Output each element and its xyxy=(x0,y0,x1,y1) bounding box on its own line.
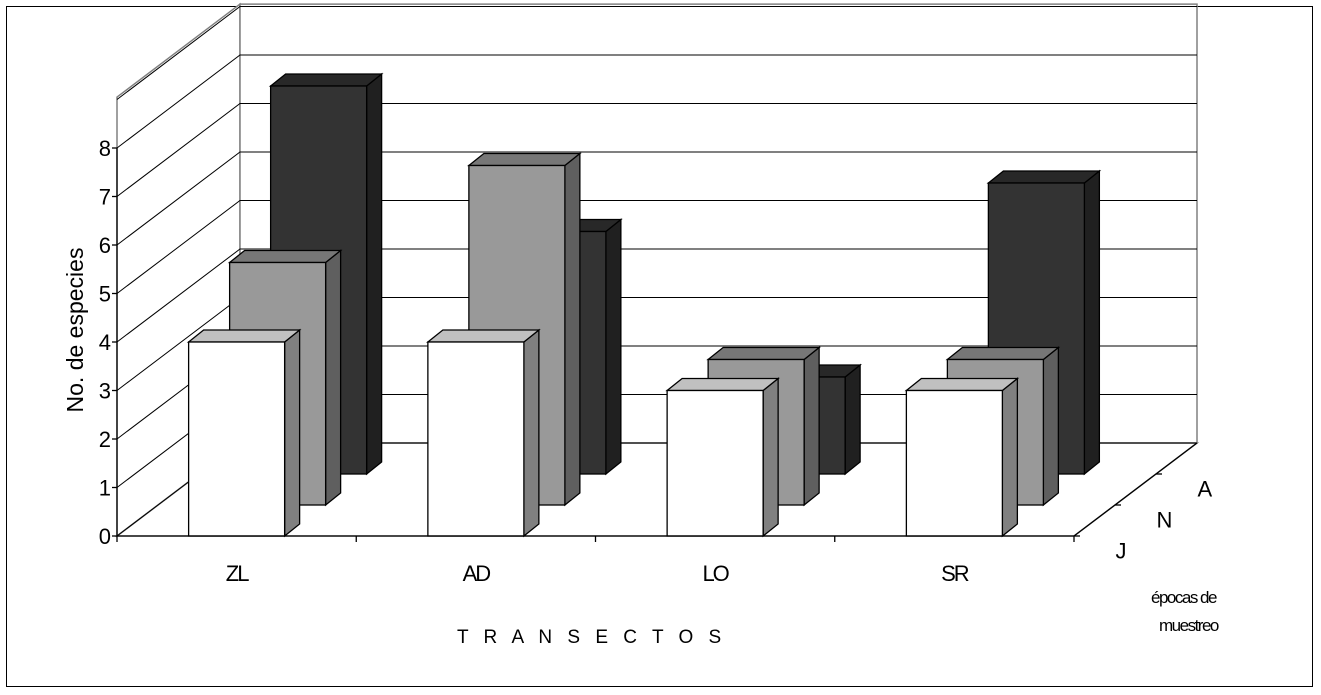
bar xyxy=(186,328,302,538)
bar-side-face xyxy=(1001,377,1019,538)
x-tick-label: LO xyxy=(702,561,729,586)
y-tick-label: 1 xyxy=(99,476,111,501)
gridline xyxy=(116,200,1197,294)
bar-top-face xyxy=(268,73,384,87)
bar-side-face xyxy=(523,328,540,538)
depth-axis-label-line2: muestreo xyxy=(1159,616,1219,635)
bar-top-face xyxy=(186,329,302,343)
bar-side-face xyxy=(762,377,779,538)
y-axis-label: No. de especies xyxy=(62,248,88,413)
depth-tick-label: A xyxy=(1198,477,1213,502)
y-tick-label: 2 xyxy=(99,427,111,452)
bar-side-face xyxy=(324,249,342,507)
bar-side-face xyxy=(365,72,383,476)
y-tick-label: 5 xyxy=(99,282,111,307)
bar-front-face xyxy=(427,341,525,537)
x-axis-label: T R A N S E C T O S xyxy=(457,627,726,648)
bar-top-face xyxy=(986,170,1102,184)
y-tick-label: 7 xyxy=(99,185,111,210)
bars xyxy=(186,72,1102,538)
bar-front-face xyxy=(187,341,286,537)
bar xyxy=(904,377,1020,538)
gridline xyxy=(116,151,1197,246)
bar-top-face xyxy=(467,152,582,167)
bar-side-face xyxy=(844,363,861,476)
bar-side-face xyxy=(1083,169,1101,476)
bar-top-face xyxy=(665,377,780,392)
bar-top-face xyxy=(227,249,343,264)
x-tick-label: ZL xyxy=(226,561,249,586)
gridline xyxy=(116,103,1197,197)
bar-side-face xyxy=(1042,346,1060,507)
x-tick-label: AD xyxy=(463,561,491,586)
bar-side-face xyxy=(283,328,301,538)
axes: 0 1 2 3 4 5 6 7 8 ZL AD LO SR J NA xyxy=(99,136,1213,586)
bar-top-face xyxy=(904,377,1020,392)
depth-tick-label: N xyxy=(1157,508,1173,533)
depth-axis-line xyxy=(1073,442,1198,537)
y-tick-label: 3 xyxy=(99,379,111,404)
gridline xyxy=(116,54,1197,149)
y-tick-label: 6 xyxy=(99,233,111,258)
bar xyxy=(426,328,541,538)
bar-top-face xyxy=(706,346,821,361)
bar-top-face xyxy=(945,346,1061,361)
bar-top-face xyxy=(426,329,541,343)
depth-axis-label-line1: épocas de xyxy=(1151,588,1217,607)
bar-front-face xyxy=(666,389,764,537)
depth-tick-label: J xyxy=(1116,539,1127,564)
x-tick-label: SR xyxy=(941,561,969,586)
bar-front-face xyxy=(905,389,1004,537)
gridline xyxy=(116,248,1197,343)
bar-side-face xyxy=(605,218,622,476)
y-tick-label: 4 xyxy=(99,330,111,355)
y-tick-label: 8 xyxy=(99,136,111,161)
bar-side-face xyxy=(803,346,820,507)
bar-side-face xyxy=(564,152,581,507)
gridline xyxy=(116,6,1197,100)
bar xyxy=(665,377,780,538)
y-tick-label: 0 xyxy=(99,524,111,549)
